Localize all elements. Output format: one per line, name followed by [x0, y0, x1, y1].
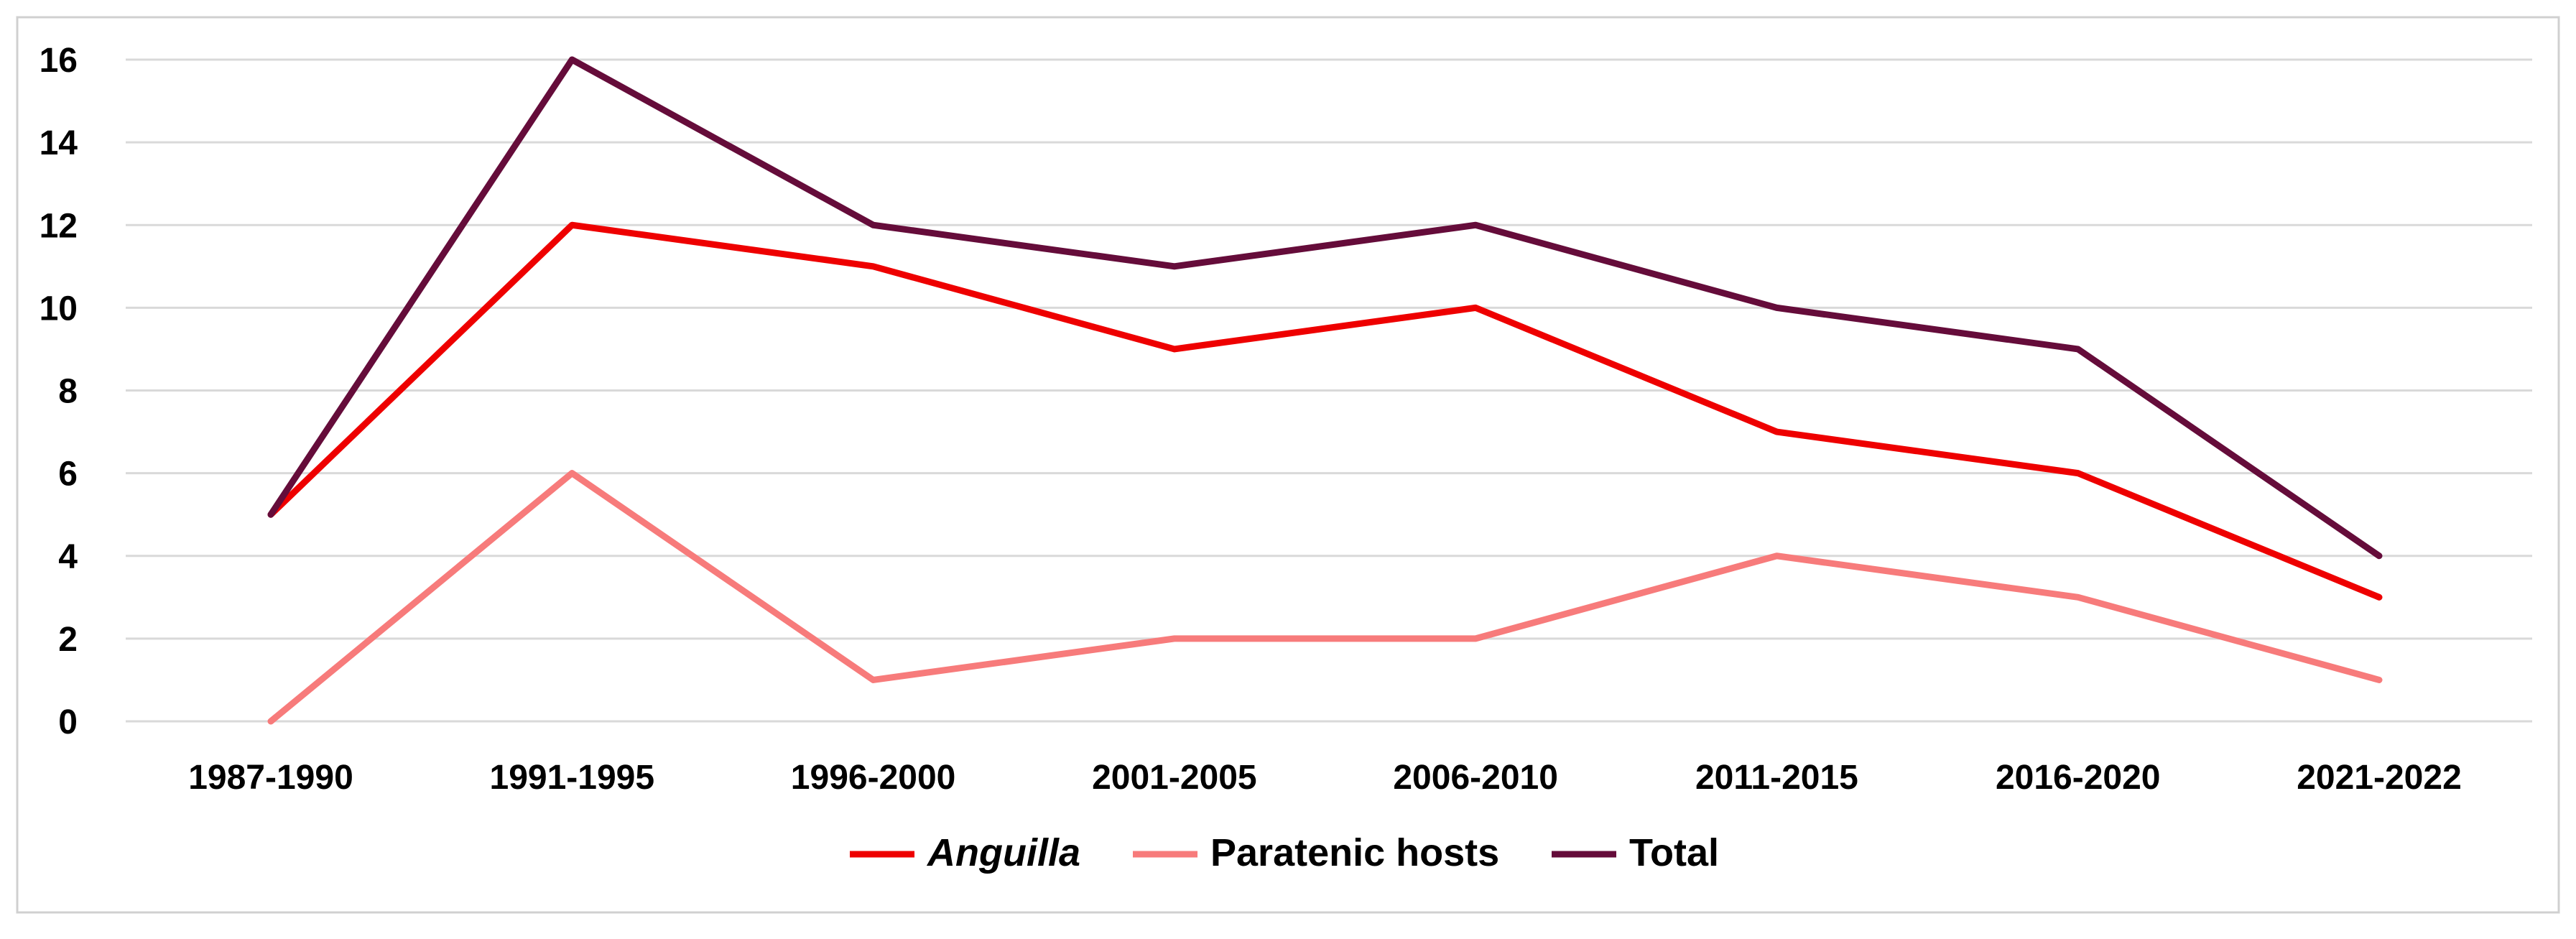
x-tick-label: 2016-2020: [1996, 759, 2161, 797]
y-tick-label: 2: [58, 621, 78, 659]
y-tick-label: 8: [58, 373, 78, 411]
y-tick-label: 0: [58, 703, 78, 741]
series-line-paratenic-hosts: [267, 470, 2383, 725]
y-tick-label: 10: [40, 290, 78, 328]
series-lines: [267, 56, 2383, 725]
legend-item: Total: [1552, 831, 1719, 874]
x-tick-label: 2006-2010: [1393, 759, 1558, 797]
x-tick-label: 1987-1990: [188, 759, 353, 797]
x-tick-label: 2001-2005: [1092, 759, 1257, 797]
y-tick-label: 12: [40, 207, 78, 245]
y-tick-label: 4: [58, 538, 78, 576]
x-tick-label: 2011-2015: [1695, 759, 1858, 797]
x-axis-ticks: 1987-1990 1991-1995 1996-2000 2001-2005 2006…: [188, 759, 2462, 797]
series-line-anguilla: [267, 221, 2383, 601]
y-tick-label: 16: [40, 42, 78, 80]
series-line-total: [267, 56, 2383, 560]
legend-item: Anguilla: [850, 831, 1080, 874]
chart-frame: [16, 16, 2560, 914]
legend-label: Anguilla: [926, 831, 1080, 874]
legend: Anguilla Paratenic hosts Total: [850, 831, 1719, 874]
legend-label: Total: [1629, 831, 1719, 874]
x-tick-label: 1991-1995: [490, 759, 655, 797]
gridlines: [126, 58, 2532, 723]
legend-label: Paratenic hosts: [1210, 831, 1499, 874]
y-tick-label: 6: [58, 455, 78, 494]
y-tick-label: 14: [40, 124, 78, 162]
x-tick-label: 1996-2000: [791, 759, 956, 797]
x-tick-label: 2021-2022: [2297, 759, 2462, 797]
legend-item: Paratenic hosts: [1133, 831, 1499, 874]
y-axis-ticks: 0 2 4 6 8 10 12 14 16: [40, 42, 78, 741]
